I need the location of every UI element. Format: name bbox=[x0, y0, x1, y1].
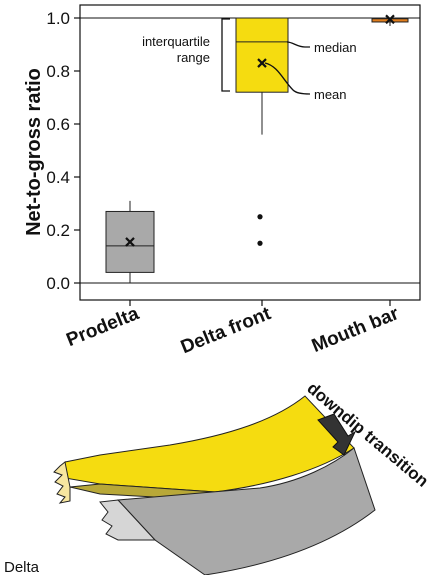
y-axis-label: Net-to-gross ratio bbox=[23, 68, 45, 236]
iqr-bracket bbox=[221, 18, 230, 92]
prodelta-edge bbox=[99, 499, 157, 541]
x-category-label: Mouth bar bbox=[309, 303, 403, 357]
outlier-point bbox=[257, 214, 263, 220]
delta-label: Delta bbox=[4, 559, 40, 575]
box-annotations: interquartile range median mean bbox=[142, 18, 357, 102]
median-leader bbox=[286, 41, 310, 48]
y-tick-label: 1.0 bbox=[46, 9, 70, 28]
prodelta-layer bbox=[116, 447, 376, 575]
mouth-bar-edge bbox=[53, 461, 71, 504]
box-prodelta bbox=[105, 200, 155, 283]
mean-leader bbox=[264, 62, 311, 95]
downdip-arrow-icon bbox=[317, 413, 357, 456]
mean-label: mean bbox=[314, 87, 347, 102]
x-category-label: Delta front bbox=[178, 303, 275, 358]
box-delta-front bbox=[235, 17, 289, 246]
iqr-label-line2: range bbox=[177, 50, 210, 65]
box-mouth-bar bbox=[371, 14, 409, 26]
outlier-point bbox=[257, 240, 263, 246]
y-tick-label: 0.0 bbox=[46, 274, 70, 293]
mean-marker bbox=[385, 14, 395, 25]
y-tick-label: 0.6 bbox=[46, 115, 70, 134]
x-category-label: Prodelta bbox=[64, 303, 143, 351]
median-label: median bbox=[314, 40, 357, 55]
y-tick-label: 0.2 bbox=[46, 221, 70, 240]
iqr-label-line1: interquartile bbox=[142, 34, 210, 49]
plot-frame bbox=[79, 4, 421, 301]
iqr-box bbox=[235, 17, 289, 93]
y-tick-label: 0.8 bbox=[46, 62, 70, 81]
box-plots bbox=[105, 14, 409, 283]
y-tick-label: 0.4 bbox=[46, 168, 70, 187]
depositional-diagram: downdip transition Delta bbox=[4, 379, 432, 575]
mean-marker bbox=[257, 58, 267, 68]
mean-marker bbox=[125, 237, 135, 247]
